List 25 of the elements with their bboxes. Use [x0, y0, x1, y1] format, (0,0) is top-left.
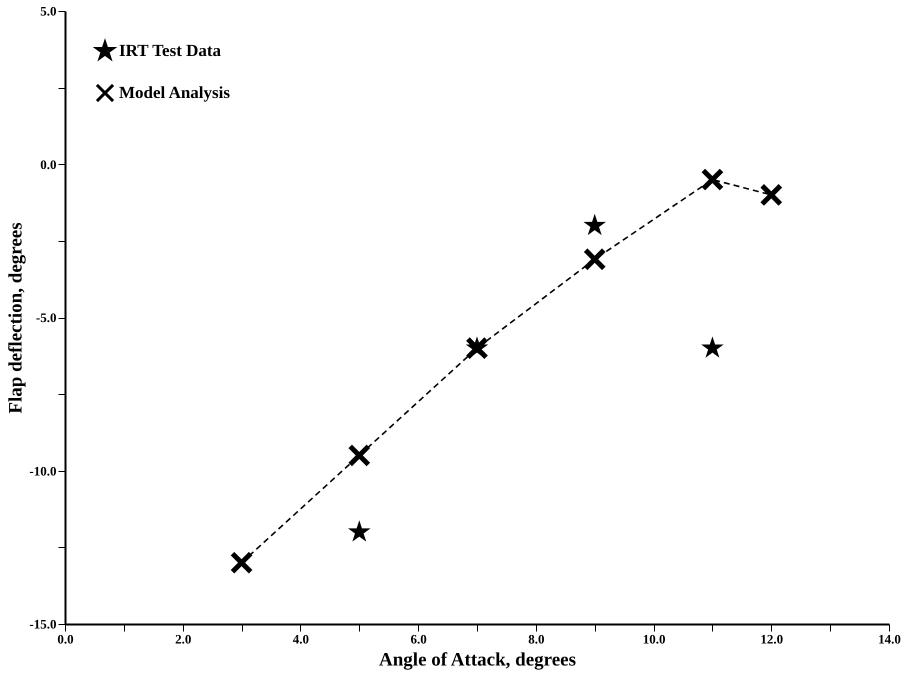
- x-tick-label: 4.0: [292, 632, 310, 646]
- x-tick-label: 14.0: [878, 632, 901, 646]
- y-axis-title: Flap deflection, degrees: [5, 222, 26, 414]
- y-tick-label: 0.0: [40, 156, 56, 172]
- x-tick-label: 6.0: [410, 632, 427, 646]
- point: [230, 551, 254, 574]
- y-tick-label: -10.0: [29, 463, 56, 478]
- legend-label: Model Analysis: [119, 83, 230, 102]
- point: [583, 248, 606, 271]
- point: [700, 168, 724, 192]
- x-tick-label: 0.0: [57, 632, 74, 646]
- y-tick-label: -5.0: [36, 310, 56, 325]
- x-tick-label: 10.0: [642, 632, 666, 646]
- x-tick-label: 8.0: [528, 632, 544, 646]
- legend-label: IRT Test Data: [119, 41, 222, 60]
- x-tick-label: 2.0: [175, 632, 192, 646]
- point: [701, 336, 724, 358]
- x-axis-title: Angle of Attack, degrees: [378, 650, 576, 670]
- point: [348, 520, 371, 542]
- point: [583, 214, 606, 236]
- y-tick-label: -15.0: [29, 616, 56, 632]
- point: [760, 183, 783, 206]
- y-tick-label: 5.0: [40, 4, 56, 18]
- x-tick-label: 12.0: [760, 632, 784, 646]
- point: [348, 444, 371, 468]
